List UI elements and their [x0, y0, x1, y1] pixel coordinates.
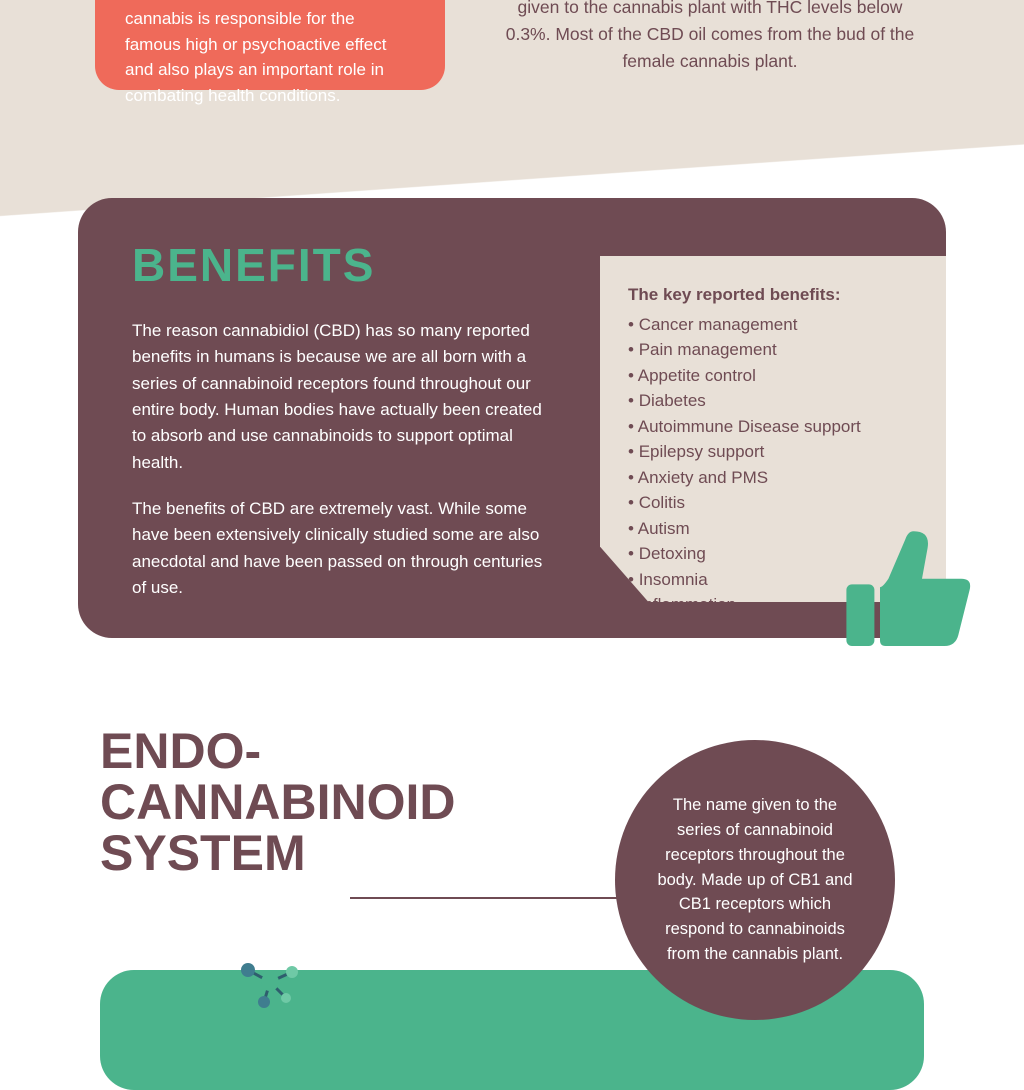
list-item: Pain management [628, 337, 918, 363]
hemp-definition-text: given to the cannabis plant with THC lev… [500, 0, 920, 75]
list-item: Colitis [628, 490, 918, 516]
endo-heading-line3: SYSTEM [100, 828, 456, 879]
benefits-callout-lead: The key reported benefits: [628, 282, 918, 308]
benefits-para-1: The reason cannabidiol (CBD) has so many… [132, 318, 552, 476]
list-item: Diabetes [628, 388, 918, 414]
endo-heading: ENDO- CANNABINOID SYSTEM [100, 726, 456, 879]
endo-heading-line2: CANNABINOID [100, 777, 456, 828]
benefits-body: The reason cannabidiol (CBD) has so many… [132, 318, 552, 601]
list-item: Autoimmune Disease support [628, 414, 918, 440]
list-item: Cancer management [628, 312, 918, 338]
benefits-para-2: The benefits of CBD are extremely vast. … [132, 496, 552, 601]
list-item: Epilepsy support [628, 439, 918, 465]
thc-card: cannabis is responsible for the famous h… [95, 0, 445, 90]
molecule-icon [230, 952, 310, 1012]
hemp-definition-body: given to the cannabis plant with THC lev… [506, 0, 915, 71]
endo-description-circle: The name given to the series of cannabin… [615, 740, 895, 1020]
infographic-canvas: cannabis is responsible for the famous h… [0, 0, 1024, 1024]
endo-heading-line1: ENDO- [100, 726, 456, 777]
connector-line [350, 897, 650, 899]
list-item: Appetite control [628, 363, 918, 389]
thumbs-up-icon [838, 520, 978, 660]
endo-circle-text: The name given to the series of cannabin… [649, 793, 861, 966]
list-item: Anxiety and PMS [628, 465, 918, 491]
